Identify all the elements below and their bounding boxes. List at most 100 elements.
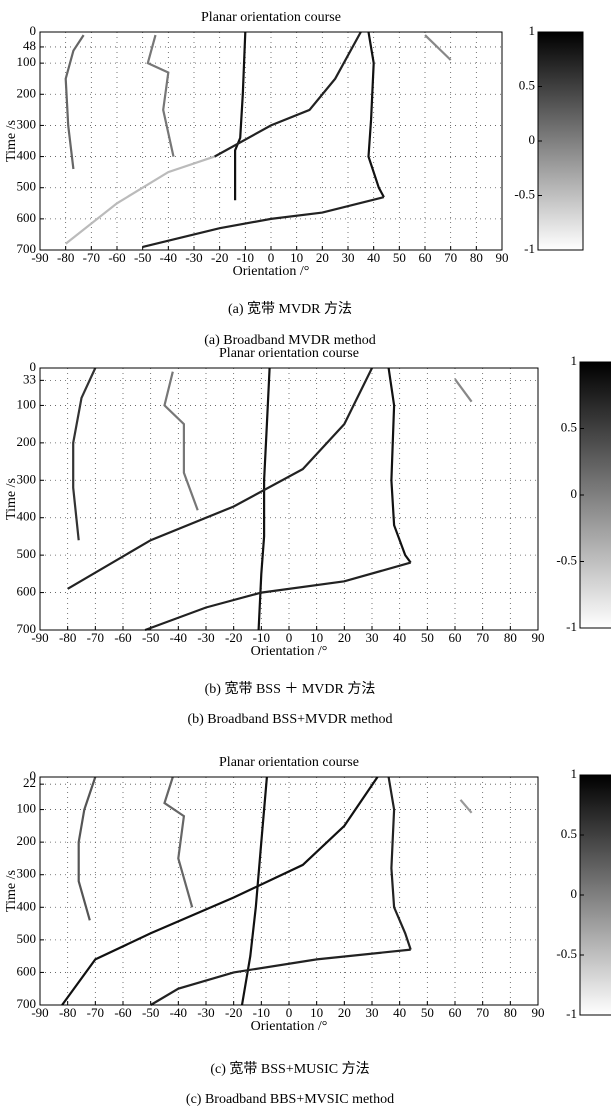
x-tick-label: 40 (393, 630, 406, 645)
x-tick-label: 0 (286, 1005, 293, 1020)
colorbar (579, 361, 611, 629)
x-tick-label: 20 (338, 1005, 351, 1020)
y-tick-label: 600 (17, 963, 37, 978)
x-tick-label: 90 (532, 630, 545, 645)
x-tick-label: 80 (504, 630, 517, 645)
y-tick-label: 600 (17, 210, 37, 225)
y-tick-label: 500 (17, 546, 37, 561)
colorbar-tick-label: 1 (571, 766, 578, 781)
y-tick-label: 100 (17, 54, 37, 69)
track (146, 34, 175, 157)
plot-frame (39, 776, 539, 1006)
x-tick-label: 70 (476, 1005, 489, 1020)
track (234, 31, 247, 201)
x-axis-label: Orientation /° (251, 1019, 328, 1034)
x-tick-label: -40 (170, 1005, 187, 1020)
colorbar (579, 774, 611, 1016)
y-tick-label: 400 (17, 509, 37, 524)
caption: (a) 宽带 MVDR 方法 (228, 300, 352, 317)
x-tick-label: 30 (366, 630, 379, 645)
x-tick-label: 60 (449, 630, 462, 645)
track (257, 367, 271, 631)
y-tick-label: 700 (17, 996, 37, 1011)
plot-frame (39, 367, 539, 631)
track (65, 155, 215, 245)
x-tick-label: 70 (444, 250, 457, 265)
colorbar-tick-label: -1 (566, 1006, 577, 1021)
colorbar-tick-label: 0 (571, 886, 578, 901)
x-tick-label: -70 (83, 250, 100, 265)
x-tick-label: -30 (197, 630, 214, 645)
y-tick-label: 300 (17, 116, 37, 131)
track (67, 367, 373, 590)
x-tick-label: 90 (532, 1005, 545, 1020)
x-tick-label: 20 (316, 250, 329, 265)
x-tick-label: 40 (367, 250, 380, 265)
track (77, 776, 97, 921)
colorbar-tick-label: -0.5 (514, 186, 535, 201)
colorbar (537, 31, 584, 251)
plot-frame (39, 31, 503, 251)
y-axis-label: Time /s (4, 870, 19, 912)
x-tick-label: -10 (253, 630, 270, 645)
x-tick-label: -30 (197, 1005, 214, 1020)
x-tick-label: -80 (59, 1005, 76, 1020)
colorbar-tick-label: 1 (529, 23, 536, 38)
track (459, 799, 473, 814)
track (367, 31, 385, 198)
colorbar-tick-label: -1 (524, 241, 535, 256)
x-axis-label: Orientation /° (251, 644, 328, 659)
y-tick-label: 22 (23, 775, 36, 790)
x-tick-label: -90 (31, 630, 48, 645)
caption: (b) 宽带 BSS ＋ MVDR 方法 (205, 680, 376, 697)
y-tick-label: 200 (17, 85, 37, 100)
y-tick-label: 100 (17, 801, 37, 816)
x-axis-label: Orientation /° (233, 264, 310, 279)
x-tick-label: 60 (449, 1005, 462, 1020)
colorbar-tick-label: -0.5 (556, 946, 577, 961)
x-tick-label: -60 (108, 250, 125, 265)
x-tick-label: 30 (366, 1005, 379, 1020)
chart-title: Planar orientation course (219, 346, 359, 361)
x-tick-label: -70 (87, 630, 104, 645)
x-tick-label: -50 (142, 1005, 159, 1020)
colorbar-tick-label: 0.5 (561, 419, 577, 434)
x-tick-label: 10 (310, 630, 323, 645)
colorbar-tick-label: 0 (571, 486, 578, 501)
y-tick-label: 500 (17, 931, 37, 946)
y-tick-label: 200 (17, 833, 37, 848)
chart-title: Planar orientation course (219, 755, 359, 770)
x-tick-label: -90 (31, 250, 48, 265)
x-tick-label: 0 (268, 250, 275, 265)
y-tick-label: 0 (30, 768, 37, 783)
track (387, 776, 412, 950)
x-tick-label: 10 (290, 250, 303, 265)
track (163, 776, 194, 908)
y-tick-label: 200 (17, 434, 37, 449)
y-tick-label: 100 (17, 396, 37, 411)
y-axis-label: Time /s (4, 120, 19, 162)
track (142, 196, 385, 248)
track (72, 367, 97, 541)
track (163, 371, 199, 511)
x-tick-label: 60 (419, 250, 432, 265)
plot-area (40, 777, 538, 1005)
x-tick-label: 80 (470, 250, 483, 265)
y-tick-label: 500 (17, 179, 37, 194)
x-tick-label: 50 (421, 630, 434, 645)
track (144, 561, 411, 632)
x-tick-label: -90 (31, 1005, 48, 1020)
y-tick-label: 48 (23, 38, 36, 53)
x-tick-label: -60 (114, 1005, 131, 1020)
x-tick-label: 50 (393, 250, 406, 265)
y-tick-label: 400 (17, 148, 37, 163)
x-tick-label: -70 (87, 1005, 104, 1020)
y-tick-label: 0 (30, 23, 37, 38)
x-tick-label: 30 (342, 250, 355, 265)
y-tick-label: 400 (17, 898, 37, 913)
x-tick-label: 20 (338, 630, 351, 645)
y-tick-label: 0 (30, 359, 37, 374)
chart-title: Planar orientation course (201, 10, 341, 25)
